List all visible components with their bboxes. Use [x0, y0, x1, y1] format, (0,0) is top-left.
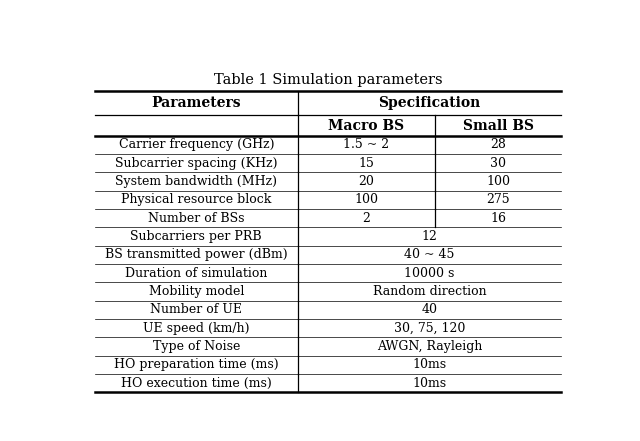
Text: Carrier frequency (GHz): Carrier frequency (GHz) [118, 138, 274, 151]
Text: Number of UE: Number of UE [150, 303, 243, 317]
Text: 30: 30 [490, 157, 506, 170]
Text: Small BS: Small BS [463, 119, 534, 133]
Text: UE speed (km/h): UE speed (km/h) [143, 322, 250, 335]
Text: 20: 20 [358, 175, 374, 188]
Text: 10000 s: 10000 s [404, 267, 454, 280]
Text: 275: 275 [486, 194, 510, 206]
Text: 40 ~ 45: 40 ~ 45 [404, 248, 454, 262]
Text: 2: 2 [362, 212, 371, 225]
Text: Number of BSs: Number of BSs [148, 212, 244, 225]
Text: 30, 75, 120: 30, 75, 120 [394, 322, 465, 335]
Text: Parameters: Parameters [152, 96, 241, 110]
Text: Type of Noise: Type of Noise [152, 340, 240, 353]
Text: 40: 40 [421, 303, 437, 317]
Text: 10ms: 10ms [412, 359, 447, 371]
Text: Physical resource block: Physical resource block [121, 194, 271, 206]
Text: Specification: Specification [378, 96, 481, 110]
Text: AWGN, Rayleigh: AWGN, Rayleigh [377, 340, 482, 353]
Text: 10ms: 10ms [412, 377, 447, 390]
Text: Subcarriers per PRB: Subcarriers per PRB [131, 230, 262, 243]
Text: 12: 12 [422, 230, 437, 243]
Text: 15: 15 [358, 157, 374, 170]
Text: 1.5 ~ 2: 1.5 ~ 2 [344, 138, 390, 151]
Text: HO execution time (ms): HO execution time (ms) [121, 377, 271, 390]
Text: Random direction: Random direction [372, 285, 486, 298]
Text: BS transmitted power (dBm): BS transmitted power (dBm) [105, 248, 287, 262]
Text: System bandwidth (MHz): System bandwidth (MHz) [115, 175, 277, 188]
Text: Macro BS: Macro BS [328, 119, 404, 133]
Text: HO preparation time (ms): HO preparation time (ms) [114, 359, 278, 371]
Text: Duration of simulation: Duration of simulation [125, 267, 268, 280]
Text: 28: 28 [490, 138, 506, 151]
Text: Subcarrier spacing (KHz): Subcarrier spacing (KHz) [115, 157, 278, 170]
Text: 16: 16 [490, 212, 506, 225]
Text: 100: 100 [355, 194, 378, 206]
Text: 100: 100 [486, 175, 510, 188]
Text: Table 1 Simulation parameters: Table 1 Simulation parameters [214, 73, 442, 87]
Text: Mobility model: Mobility model [148, 285, 244, 298]
